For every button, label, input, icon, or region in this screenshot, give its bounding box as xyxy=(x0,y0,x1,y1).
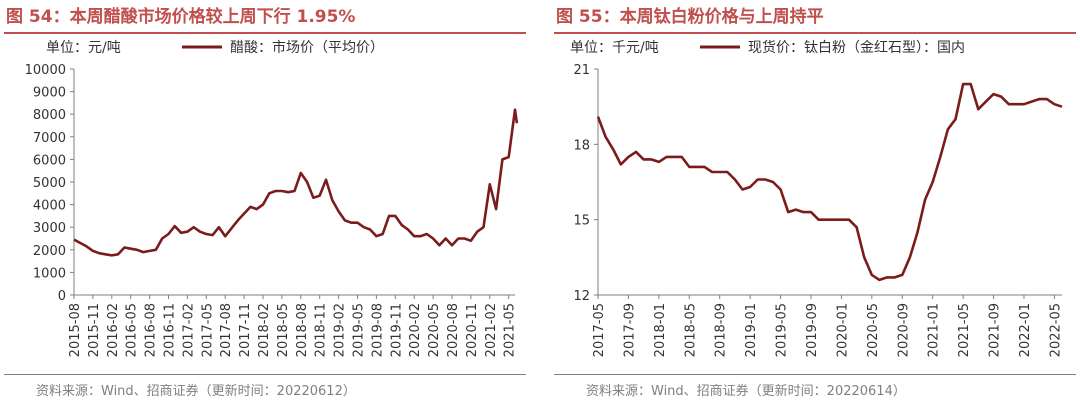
series-line xyxy=(596,82,1063,282)
x-tick-label: 2017-05 xyxy=(592,303,607,357)
x-tick-label: 2020-11 xyxy=(465,303,480,357)
x-tick-label: 2017-05 xyxy=(200,303,215,357)
series-line xyxy=(73,108,519,257)
titanium-dioxide-price-chart: 单位：千元/吨 现货价：钛白粉（金红石型）：国内 12 15 18 21 2017-05 20… xyxy=(570,39,1063,357)
x-tick-label: 2022-05 xyxy=(1048,303,1063,357)
x-tick-label: 2018-09 xyxy=(714,303,729,357)
x-tick-label: 2015-11 xyxy=(87,303,102,357)
y-tick-label: 18 xyxy=(573,138,590,153)
y-tick-label: 12 xyxy=(573,289,590,304)
y-tick-label: 15 xyxy=(573,214,590,229)
x-tick-label: 2018-01 xyxy=(653,303,668,357)
x-tick-label: 2020-08 xyxy=(446,303,461,357)
legend-label: 现货价：钛白粉（金红石型）：国内 xyxy=(748,39,965,56)
title-divider xyxy=(554,32,1076,34)
legend-label: 醋酸：市场价（平均价） xyxy=(230,39,384,56)
x-tick-label: 2015-08 xyxy=(68,303,83,357)
y-tick-label: 6000 xyxy=(33,153,66,168)
y-tick-label: 3000 xyxy=(33,221,66,236)
x-tick-label: 2020-05 xyxy=(866,303,881,357)
x-tick-label: 2018-05 xyxy=(683,303,698,357)
x-tick-label: 2019-05 xyxy=(352,303,367,357)
x-tick-label: 2021-02 xyxy=(484,303,499,357)
x-tick-label: 2016-11 xyxy=(163,303,178,357)
y-tick-label: 9000 xyxy=(33,86,66,101)
x-tick-label: 2019-01 xyxy=(744,303,759,357)
y-tick-label: 1000 xyxy=(33,266,66,281)
y-tick-label: 5000 xyxy=(33,176,66,191)
chart-title: 图 54：本周醋酸市场价格较上周下行 1.95% xyxy=(6,7,356,27)
source-note: 资料来源：Wind、招商证券（更新时间：20220612） xyxy=(36,384,356,399)
x-tick-label: 2016-02 xyxy=(106,303,121,357)
x-tick-label: 2019-02 xyxy=(333,303,348,357)
acetic-acid-price-chart: 单位：元/吨 醋酸：市场价（平均价） 0 1000 2000 3000 4000 5000 60… xyxy=(25,39,519,357)
legend: 醋酸：市场价（平均价） xyxy=(182,39,384,56)
y-tick-label: 4000 xyxy=(33,199,66,214)
y-tick-label: 10000 xyxy=(25,63,66,78)
legend: 现货价：钛白粉（金红石型）：国内 xyxy=(700,39,965,56)
x-tick-label: 2021-05 xyxy=(957,303,972,357)
x-tick-label: 2019-08 xyxy=(370,303,385,357)
chart-panel-acetic-acid: 图 54：本周醋酸市场价格较上周下行 1.95% 单位：元/吨 醋酸：市场价（平均… xyxy=(0,0,530,408)
x-tick-label: 2021-09 xyxy=(988,303,1003,357)
x-tick-label: 2021-05 xyxy=(503,303,518,357)
x-tick-label: 2019-11 xyxy=(389,303,404,357)
unit-label: 单位：千元/吨 xyxy=(570,40,659,56)
x-tick-label: 2017-09 xyxy=(622,303,637,357)
x-tick-label: 2020-01 xyxy=(835,303,850,357)
x-tick-label: 2018-02 xyxy=(257,303,272,357)
y-tick-label: 0 xyxy=(58,289,66,304)
x-tick-label: 2018-05 xyxy=(276,303,291,357)
x-tick-label: 2019-05 xyxy=(775,303,790,357)
y-tick-label: 2000 xyxy=(33,244,66,259)
chart-title: 图 55：本周钛白粉价格与上周持平 xyxy=(556,7,824,27)
y-tick-label: 21 xyxy=(573,63,590,78)
x-tick-label: 2020-02 xyxy=(408,303,423,357)
source-divider xyxy=(4,374,526,375)
unit-label: 单位：元/吨 xyxy=(46,40,121,56)
chart-panel-titanium-dioxide: 图 55：本周钛白粉价格与上周持平 单位：千元/吨 现货价：钛白粉（金红石型）：国… xyxy=(550,0,1080,408)
x-tick-label: 2018-11 xyxy=(314,303,329,357)
source-divider xyxy=(554,374,1076,375)
x-tick-label: 2020-05 xyxy=(427,303,442,357)
x-tick-label: 2016-08 xyxy=(144,303,159,357)
title-divider xyxy=(4,32,526,34)
x-tick-label: 2020-09 xyxy=(896,303,911,357)
x-tick-label: 2022-01 xyxy=(1018,303,1033,357)
source-note: 资料来源：Wind、招商证券（更新时间：20220614） xyxy=(586,384,906,399)
y-tick-label: 7000 xyxy=(33,131,66,146)
y-tick-label: 8000 xyxy=(33,108,66,123)
x-tick-label: 2017-02 xyxy=(181,303,196,357)
x-tick-label: 2016-05 xyxy=(125,303,140,357)
x-tick-label: 2021-01 xyxy=(927,303,942,357)
x-tick-label: 2017-11 xyxy=(238,303,253,357)
x-tick-label: 2018-08 xyxy=(295,303,310,357)
x-tick-label: 2019-09 xyxy=(805,303,820,357)
x-tick-label: 2017-08 xyxy=(219,303,234,357)
